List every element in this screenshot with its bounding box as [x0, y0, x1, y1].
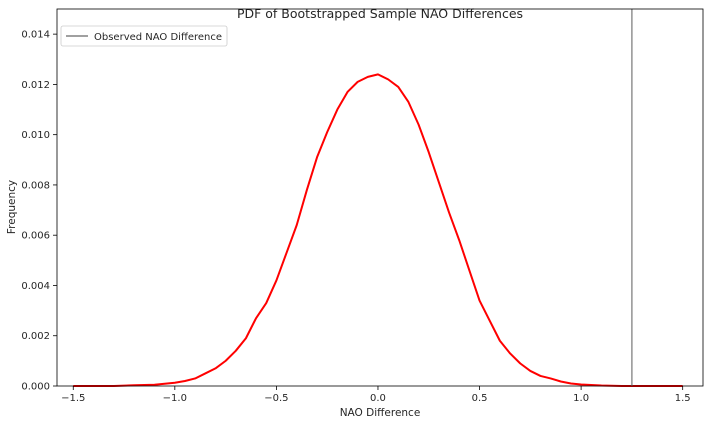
y-tick-label: 0.006	[21, 231, 50, 242]
y-tick-label: 0.010	[21, 130, 50, 141]
x-axis-ticks: −1.5 −1.0 −0.5 0.0 0.5 1.0 1.5	[61, 386, 691, 404]
x-axis-label: NAO Difference	[340, 407, 421, 419]
legend: Observed NAO Difference	[60, 25, 228, 47]
chart-title: PDF of Bootstrapped Sample NAO Differenc…	[237, 6, 523, 21]
y-axis-ticks: 0.000 0.002 0.004 0.006 0.008 0.010 0.012 0.014	[21, 30, 57, 393]
y-axis-label: Frequency	[6, 180, 18, 234]
y-tick-label: 0.008	[21, 180, 50, 191]
x-tick-label: −0.5	[264, 393, 288, 404]
legend-box	[60, 25, 228, 47]
y-tick-label: 0.014	[21, 30, 50, 41]
curve-layer	[73, 73, 683, 387]
x-tick-label: 0.5	[472, 393, 488, 404]
y-tick-label: 0.000	[21, 382, 50, 393]
y-tick-label: 0.002	[21, 331, 50, 342]
x-tick-label: 1.5	[675, 393, 691, 404]
x-tick-label: −1.0	[163, 393, 187, 404]
x-tick-label: −1.5	[61, 393, 85, 404]
pdf-curve	[73, 73, 683, 387]
axes-frame	[56, 8, 704, 387]
x-tick-label: 1.0	[573, 393, 589, 404]
y-tick-label: 0.004	[21, 281, 50, 292]
x-tick-label: 0.0	[370, 393, 386, 404]
legend-label-observed: Observed NAO Difference	[94, 32, 222, 43]
plot-area	[56, 8, 704, 387]
y-tick-label: 0.012	[21, 80, 50, 91]
